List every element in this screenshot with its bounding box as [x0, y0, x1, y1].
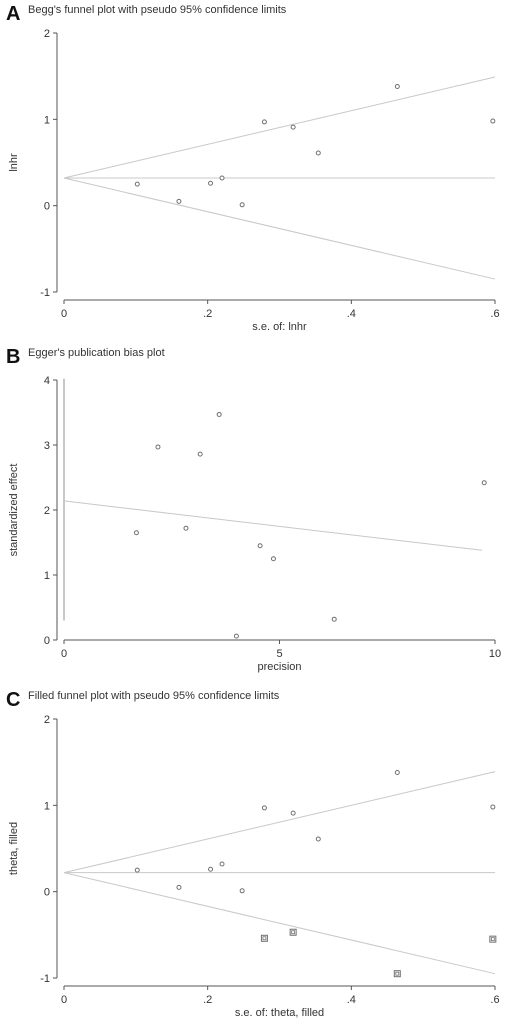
filled-study-marker-inner	[395, 971, 400, 976]
y-axis-label: lnhr	[8, 153, 20, 172]
study-point	[155, 444, 161, 450]
x-tick-label: .2	[203, 308, 212, 320]
study-point	[257, 543, 263, 549]
chart-title: Begg's funnel plot with pseudo 95% confi…	[28, 4, 287, 16]
x-axis-label: s.e. of: lnhr	[252, 321, 307, 333]
x-tick-label: .4	[347, 994, 356, 1006]
egger-bias-chart: B Egger's publication bias plot 0 1 2 3 4 0 5 1…	[6, 346, 501, 673]
x-tick-label: .4	[347, 308, 356, 320]
study-point	[481, 480, 487, 486]
x-tick-label: .2	[203, 994, 212, 1006]
filled-funnel-chart: C Filled funnel plot with pseudo 95% con…	[6, 689, 500, 1019]
study-point	[490, 118, 496, 124]
study-point	[394, 84, 400, 90]
y-axis-label: theta, filled	[8, 822, 20, 875]
y-tick-label: 2	[44, 505, 50, 517]
study-point	[270, 556, 276, 562]
study-point	[261, 805, 267, 811]
filled-study-marker	[489, 935, 497, 943]
study-point	[176, 198, 182, 204]
x-axis-label: precision	[257, 661, 301, 673]
y-tick-label: 0	[44, 201, 50, 213]
study-point	[208, 180, 214, 186]
panel-letter-a: A	[6, 3, 20, 25]
study-point	[176, 884, 182, 890]
y-tick-label: 0	[44, 635, 50, 647]
y-tick-label: 3	[44, 440, 50, 452]
study-point	[290, 124, 296, 130]
filled-study-marker-inner	[291, 930, 296, 935]
x-tick-label: 10	[489, 648, 501, 660]
upper-confidence-limit-line	[63, 76, 496, 179]
regression-line	[63, 500, 483, 551]
y-tick-label: 1	[44, 114, 50, 126]
y-axis-label: standardized effect	[8, 464, 20, 557]
study-point	[219, 175, 225, 181]
study-point	[134, 181, 140, 187]
study-point	[133, 530, 139, 536]
chart-title: Filled funnel plot with pseudo 95% confi…	[28, 690, 280, 702]
study-point	[183, 525, 189, 531]
study-point	[315, 150, 321, 156]
lower-confidence-limit-line	[63, 872, 496, 975]
y-tick-label: -1	[40, 287, 50, 299]
study-point	[331, 616, 337, 622]
x-axis-label: s.e. of: theta, filled	[235, 1007, 324, 1019]
study-point	[290, 810, 296, 816]
y-tick-label: 2	[44, 28, 50, 40]
y-tick-label: 1	[44, 570, 50, 582]
study-point	[394, 770, 400, 776]
study-point	[315, 836, 321, 842]
study-point	[239, 202, 245, 208]
study-point	[239, 888, 245, 894]
study-point	[490, 804, 496, 810]
x-tick-label: .6	[490, 994, 499, 1006]
upper-confidence-limit-line	[63, 771, 496, 874]
x-tick-label: .6	[490, 308, 499, 320]
study-point	[233, 633, 239, 639]
y-tick-label: 4	[44, 375, 50, 387]
y-tick-label: 0	[44, 887, 50, 899]
y-tick-label: 1	[44, 800, 50, 812]
filled-study-marker	[289, 928, 297, 936]
filled-study-marker	[393, 970, 401, 978]
filled-study-marker-inner	[490, 937, 495, 942]
panel-letter-b: B	[6, 346, 20, 368]
x-tick-label: 0	[61, 994, 67, 1006]
study-point	[219, 861, 225, 867]
y-tick-label: 2	[44, 714, 50, 726]
panel-letter-c: C	[6, 689, 20, 711]
x-tick-label: 5	[276, 648, 282, 660]
panel-a-begg-funnel-plot: A Begg's funnel plot with pseudo 95% con…	[0, 0, 512, 343]
study-point	[197, 451, 203, 457]
study-point	[261, 119, 267, 125]
chart-title: Egger's publication bias plot	[28, 347, 165, 359]
lower-confidence-limit-line	[63, 177, 496, 280]
study-point	[208, 866, 214, 872]
begg-funnel-chart: A Begg's funnel plot with pseudo 95% con…	[6, 3, 500, 333]
panel-b-egger-plot: B Egger's publication bias plot 0 1 2 3 4 0 5 1…	[0, 343, 512, 686]
x-tick-label: 0	[61, 308, 67, 320]
y-tick-label: -1	[40, 973, 50, 985]
filled-study-marker	[260, 934, 268, 942]
x-tick-label: 0	[61, 648, 67, 660]
study-point	[216, 411, 222, 417]
study-point	[134, 867, 140, 873]
panel-c-filled-funnel-plot: C Filled funnel plot with pseudo 95% con…	[0, 686, 512, 1029]
filled-study-marker-inner	[262, 936, 267, 941]
